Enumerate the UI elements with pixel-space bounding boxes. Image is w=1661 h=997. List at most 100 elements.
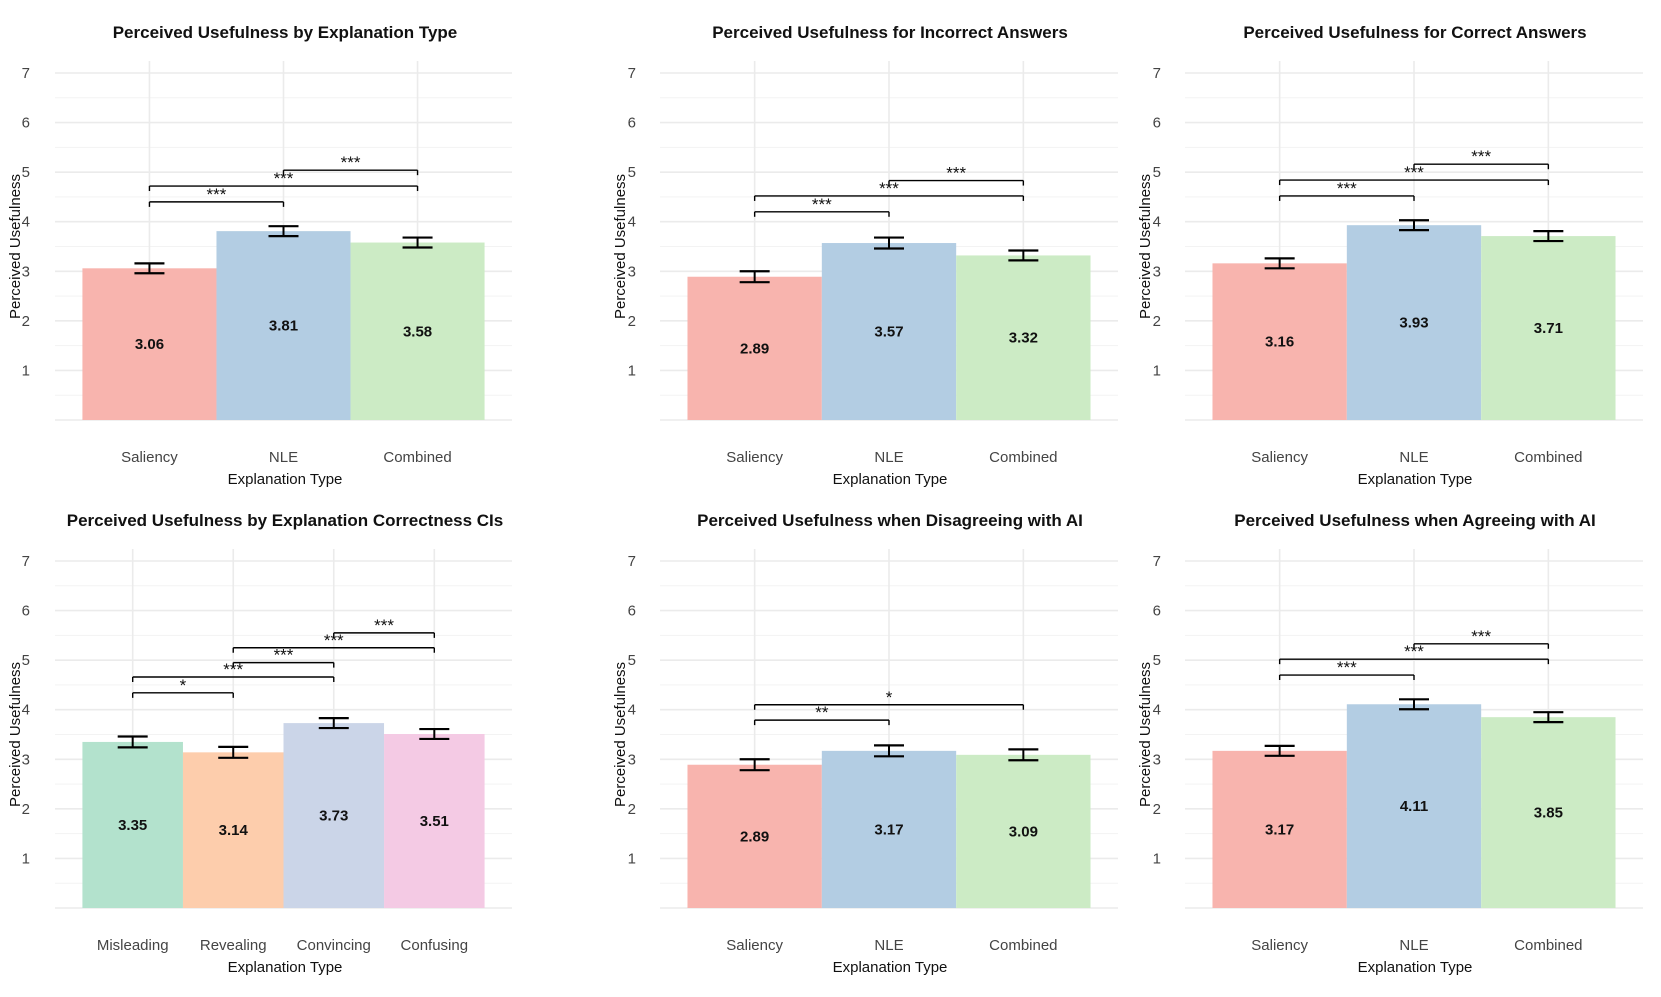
value-label: 3.17 bbox=[1265, 821, 1294, 838]
x-tick-label: Confusing bbox=[401, 937, 469, 954]
y-tick-label: 4 bbox=[1153, 702, 1161, 719]
y-axis-label: Perceived Usefulness bbox=[1137, 174, 1154, 319]
value-label: 3.51 bbox=[420, 813, 449, 830]
significance-bracket: *** bbox=[753, 179, 1025, 201]
x-axis-label: Explanation Type bbox=[228, 471, 343, 488]
y-tick-label: 5 bbox=[628, 652, 636, 669]
y-tick-label: 4 bbox=[1153, 214, 1161, 231]
y-tick-label: 3 bbox=[22, 751, 30, 768]
y-axis-label: Perceived Usefulness bbox=[7, 662, 24, 807]
chart-panel-5: Perceived Usefulness when Disagreeing wi… bbox=[612, 511, 1118, 976]
error-bar bbox=[1264, 744, 1295, 757]
bar-saliency bbox=[82, 268, 217, 420]
significance-bracket: * bbox=[131, 676, 234, 698]
x-tick-label: Saliency bbox=[726, 937, 783, 954]
y-tick-label: 3 bbox=[628, 751, 636, 768]
x-axis-label: Explanation Type bbox=[1358, 471, 1473, 488]
y-tick-label: 3 bbox=[1153, 751, 1161, 768]
significance-label: *** bbox=[1471, 627, 1491, 646]
bar-combined bbox=[956, 754, 1091, 908]
significance-bracket: *** bbox=[232, 631, 436, 653]
significance-label: *** bbox=[879, 179, 899, 198]
significance-label: ** bbox=[815, 703, 829, 722]
bar-nle bbox=[1346, 704, 1482, 908]
bar-combined bbox=[350, 242, 485, 420]
error-bar bbox=[134, 262, 165, 275]
x-tick-label: Combined bbox=[383, 449, 451, 466]
error-bar bbox=[402, 236, 433, 249]
y-tick-label: 5 bbox=[1153, 652, 1161, 669]
y-tick-label: 5 bbox=[22, 652, 30, 669]
bar-combined bbox=[1481, 717, 1616, 908]
error-bar bbox=[218, 745, 249, 759]
y-tick-label: 6 bbox=[628, 115, 636, 132]
chart-title: Perceived Usefulness by Explanation Corr… bbox=[67, 511, 504, 530]
y-tick-label: 4 bbox=[22, 702, 30, 719]
y-tick-label: 4 bbox=[628, 214, 636, 231]
value-label: 3.58 bbox=[403, 323, 432, 340]
significance-bracket: ** bbox=[753, 703, 890, 726]
y-axis-label: Perceived Usefulness bbox=[1137, 662, 1154, 807]
significance-bracket: *** bbox=[888, 164, 1025, 186]
x-axis-label: Explanation Type bbox=[228, 959, 343, 976]
value-label: 3.81 bbox=[269, 318, 298, 335]
x-tick-label: Misleading bbox=[97, 937, 169, 954]
significance-bracket: *** bbox=[148, 169, 419, 192]
significance-bracket: *** bbox=[232, 646, 335, 668]
x-tick-label: Combined bbox=[1514, 937, 1582, 954]
value-label: 4.11 bbox=[1400, 798, 1428, 815]
y-tick-label: 2 bbox=[22, 801, 30, 818]
error-bar bbox=[1008, 748, 1039, 762]
x-tick-label: Revealing bbox=[200, 937, 267, 954]
x-tick-label: NLE bbox=[269, 449, 298, 466]
y-tick-label: 3 bbox=[22, 263, 30, 280]
bar-confusing bbox=[384, 734, 485, 908]
y-tick-label: 6 bbox=[1153, 603, 1161, 620]
x-axis-label: Explanation Type bbox=[833, 959, 948, 976]
significance-bracket: *** bbox=[1413, 147, 1550, 170]
y-tick-label: 7 bbox=[1153, 553, 1161, 570]
significance-bracket: *** bbox=[131, 660, 335, 682]
bar-nle bbox=[821, 243, 957, 420]
significance-bracket: *** bbox=[1278, 163, 1550, 186]
significance-label: *** bbox=[207, 185, 227, 204]
y-tick-label: 5 bbox=[1153, 164, 1161, 181]
value-label: 2.89 bbox=[740, 340, 769, 357]
significance-label: *** bbox=[1404, 642, 1424, 661]
y-tick-label: 2 bbox=[22, 313, 30, 330]
y-tick-label: 4 bbox=[628, 702, 636, 719]
bar-misleading bbox=[82, 741, 183, 908]
bar-convincing bbox=[283, 723, 385, 908]
significance-bracket: *** bbox=[753, 195, 890, 217]
x-tick-label: Combined bbox=[1514, 449, 1582, 466]
chart-title: Perceived Usefulness by Explanation Type bbox=[113, 23, 458, 42]
y-axis-label: Perceived Usefulness bbox=[612, 174, 629, 319]
value-label: 3.35 bbox=[118, 817, 147, 834]
x-tick-label: Combined bbox=[989, 449, 1057, 466]
y-tick-label: 2 bbox=[1153, 313, 1161, 330]
bar-saliency bbox=[687, 764, 822, 908]
significance-label: *** bbox=[274, 646, 294, 665]
x-tick-label: Convincing bbox=[297, 937, 371, 954]
value-label: 3.71 bbox=[1534, 320, 1563, 337]
chart-panel-4: Perceived Usefulness by Explanation Corr… bbox=[7, 511, 512, 976]
chart-panel-6: Perceived Usefulness when Agreeing with … bbox=[1137, 511, 1643, 976]
y-tick-label: 4 bbox=[22, 214, 30, 231]
error-bar bbox=[419, 727, 450, 741]
y-tick-label: 1 bbox=[22, 362, 30, 379]
chart-title: Perceived Usefulness for Incorrect Answe… bbox=[712, 23, 1068, 42]
value-label: 3.06 bbox=[135, 336, 164, 353]
bar-revealing bbox=[182, 752, 284, 908]
error-bar bbox=[1399, 698, 1429, 711]
chart-title: Perceived Usefulness for Correct Answers bbox=[1243, 23, 1586, 42]
chart-panel-3: Perceived Usefulness for Correct Answers… bbox=[1137, 23, 1643, 488]
y-tick-label: 1 bbox=[628, 362, 636, 379]
error-bar bbox=[1264, 257, 1295, 270]
value-label: 3.14 bbox=[219, 822, 249, 839]
significance-label: * bbox=[886, 688, 893, 707]
y-tick-label: 2 bbox=[628, 313, 636, 330]
bar-combined bbox=[956, 255, 1091, 420]
error-bar bbox=[1533, 711, 1564, 724]
x-tick-label: Saliency bbox=[121, 449, 178, 466]
x-tick-label: Saliency bbox=[1251, 449, 1308, 466]
